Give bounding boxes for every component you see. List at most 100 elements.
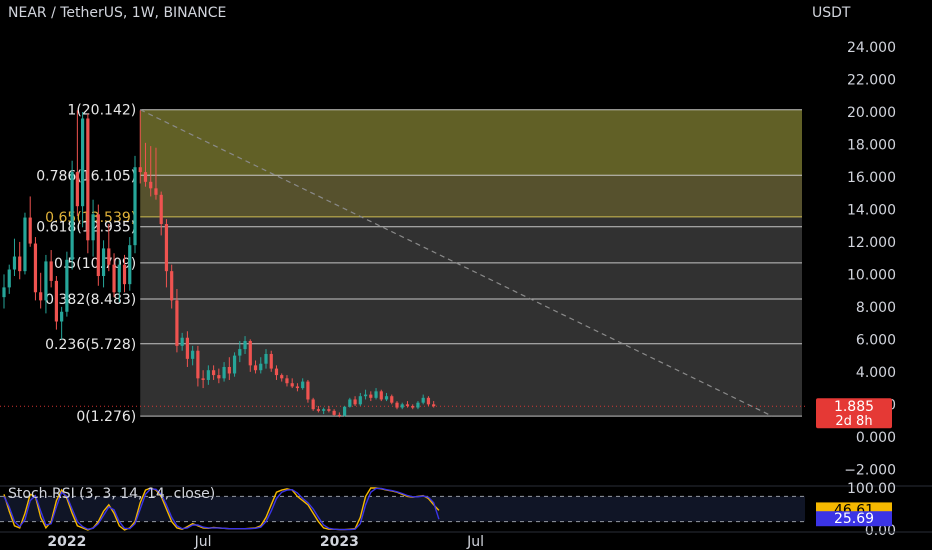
candle[interactable]: [243, 336, 247, 354]
candle[interactable]: [206, 365, 210, 385]
candle[interactable]: [143, 142, 148, 187]
candle[interactable]: [112, 253, 116, 298]
y-tick-label: 8.000: [856, 300, 896, 316]
candle[interactable]: [290, 378, 294, 389]
candle[interactable]: [274, 365, 279, 380]
candle[interactable]: [86, 113, 90, 254]
candle-body: [49, 261, 53, 281]
candle[interactable]: [426, 396, 431, 406]
candle[interactable]: [7, 264, 11, 294]
time-axis[interactable]: 2022 Jul 2023 Jul: [0, 531, 932, 550]
candle-body: [280, 375, 284, 379]
candle[interactable]: [337, 412, 341, 418]
candle-body: [290, 383, 294, 387]
candle[interactable]: [75, 110, 79, 216]
candle[interactable]: [2, 274, 6, 309]
candle[interactable]: [306, 379, 310, 403]
candle[interactable]: [311, 397, 315, 411]
candle[interactable]: [96, 204, 100, 286]
candle[interactable]: [395, 401, 399, 410]
candle[interactable]: [149, 146, 153, 197]
candle[interactable]: [411, 404, 415, 410]
candle[interactable]: [217, 368, 221, 384]
candle[interactable]: [327, 405, 331, 413]
candle[interactable]: [18, 241, 22, 280]
candle[interactable]: [175, 289, 179, 353]
candle[interactable]: [28, 196, 32, 247]
candle[interactable]: [65, 251, 69, 317]
candle[interactable]: [322, 407, 326, 415]
candle[interactable]: [358, 392, 362, 406]
candle[interactable]: [212, 365, 216, 380]
candle[interactable]: [269, 350, 273, 372]
candle[interactable]: [421, 394, 425, 405]
candle[interactable]: [264, 349, 268, 369]
candle[interactable]: [49, 250, 53, 288]
candle[interactable]: [232, 352, 237, 377]
candle[interactable]: [316, 405, 320, 413]
candle[interactable]: [405, 401, 410, 408]
candle[interactable]: [164, 219, 169, 288]
candle[interactable]: [39, 272, 43, 309]
candle[interactable]: [253, 360, 258, 374]
candle[interactable]: [416, 401, 420, 410]
stoch-y-tick-label: 100.00: [847, 481, 896, 497]
candle[interactable]: [332, 409, 336, 416]
candle[interactable]: [238, 340, 242, 363]
candle[interactable]: [432, 401, 436, 408]
candle[interactable]: [44, 254, 48, 314]
candle[interactable]: [390, 394, 394, 405]
candle[interactable]: [185, 331, 189, 367]
candle[interactable]: [107, 224, 111, 272]
candle[interactable]: [379, 389, 383, 402]
candle[interactable]: [159, 191, 163, 236]
candle[interactable]: [196, 345, 200, 387]
candle[interactable]: [222, 362, 226, 382]
last-price-value: 1.885: [834, 399, 874, 415]
candle[interactable]: [285, 375, 289, 387]
candle[interactable]: [259, 357, 263, 374]
candle[interactable]: [369, 391, 373, 402]
fib-levels[interactable]: 1(20.142)0.786(16.105)0.65(13.539)0.618(…: [36, 103, 802, 425]
candle[interactable]: [343, 405, 347, 417]
candle[interactable]: [180, 332, 184, 351]
candle[interactable]: [128, 237, 132, 291]
stoch-rsi-pane[interactable]: Stoch RSI (3, 3, 14, 14, close) 0.00 100.0…: [0, 481, 896, 539]
y-tick-label: −2.000: [844, 462, 896, 478]
candle[interactable]: [280, 373, 284, 382]
candle[interactable]: [54, 276, 58, 330]
candle[interactable]: [70, 160, 74, 270]
candle[interactable]: [91, 199, 95, 257]
candle[interactable]: [301, 378, 305, 390]
candle[interactable]: [201, 370, 205, 389]
candle[interactable]: [295, 383, 300, 392]
candle[interactable]: [348, 397, 352, 408]
candle[interactable]: [117, 259, 121, 303]
candle[interactable]: [170, 264, 174, 309]
candle[interactable]: [191, 345, 195, 366]
candle[interactable]: [363, 389, 368, 400]
candle-series[interactable]: [2, 110, 436, 418]
candle[interactable]: [248, 339, 252, 372]
candle[interactable]: [33, 237, 38, 301]
candle[interactable]: [101, 240, 106, 288]
candle[interactable]: [400, 402, 404, 410]
candle[interactable]: [81, 112, 85, 228]
candle-body: [60, 311, 64, 322]
candle[interactable]: [374, 388, 378, 400]
candle[interactable]: [23, 212, 27, 275]
candle-body: [128, 245, 132, 285]
candle[interactable]: [154, 147, 158, 200]
candle[interactable]: [60, 306, 64, 340]
candle[interactable]: [384, 392, 389, 402]
candle[interactable]: [353, 396, 357, 406]
stoch-series-D[interactable]: [3, 487, 440, 531]
candle[interactable]: [227, 357, 231, 380]
candle-body: [432, 404, 436, 407]
candle-body: [400, 404, 404, 408]
candle[interactable]: [133, 155, 137, 254]
candle[interactable]: [138, 110, 142, 184]
candle[interactable]: [12, 238, 17, 277]
candle[interactable]: [122, 254, 127, 293]
